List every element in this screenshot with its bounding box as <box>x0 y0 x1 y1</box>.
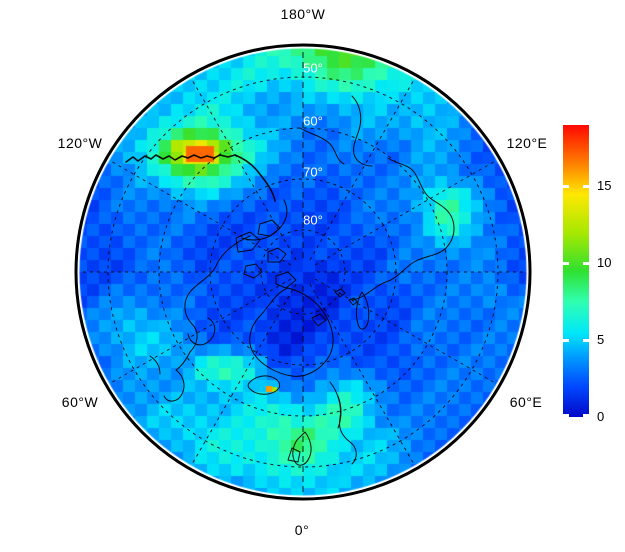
longitude-label-0: 0° <box>294 522 310 538</box>
latitude-label-60: 60° <box>303 113 323 129</box>
colorbar-tick-mark <box>583 414 589 417</box>
colorbar-tick-mark <box>563 262 569 266</box>
colorbar-tick-label-10: 10 <box>597 255 612 271</box>
colorbar-tick-mark <box>563 185 569 189</box>
colorbar <box>563 125 589 417</box>
colorbar-gradient <box>563 125 589 417</box>
longitude-label-60w: 60°W <box>61 394 99 410</box>
longitude-label-120e: 120°E <box>506 135 548 151</box>
colorbar-tick-label-0: 0 <box>597 409 605 424</box>
longitude-label-120w: 120°W <box>57 135 103 151</box>
colorbar-tick-mark <box>583 262 589 266</box>
longitude-label-60e: 60°E <box>509 394 543 410</box>
latitude-label-80: 80° <box>303 212 323 228</box>
colorbar-tick-mark <box>563 339 569 343</box>
colorbar-tick-label-5: 5 <box>597 332 605 348</box>
longitude-label-180w: 180°W <box>280 6 326 22</box>
colorbar-tick-mark <box>563 414 569 417</box>
latitude-label-50: 50° <box>303 60 323 76</box>
colorbar-tick-label-15: 15 <box>597 178 612 194</box>
colorbar-tick-mark <box>583 339 589 343</box>
latitude-label-70: 70° <box>303 164 323 180</box>
colorbar-tick-mark <box>583 185 589 189</box>
